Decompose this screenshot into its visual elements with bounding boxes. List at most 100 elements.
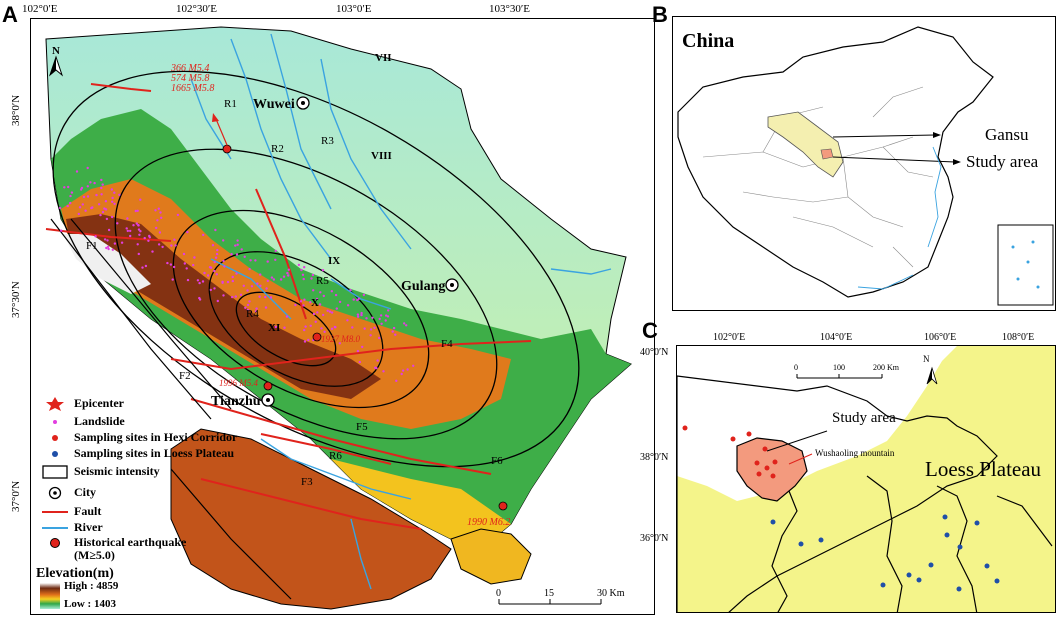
quake-label-1665: 1665 M5.8 [171, 83, 214, 94]
landslide-dot [111, 200, 114, 203]
loess-sites [770, 514, 1000, 592]
landslide-dot [274, 258, 277, 261]
mountain-pointer-c [788, 453, 813, 465]
landslide-dot [334, 293, 338, 297]
landslide-dot [82, 195, 86, 199]
landslide-dot [394, 333, 397, 336]
landslide-dot [378, 317, 381, 321]
landslide-dot [259, 284, 262, 287]
landslide-dot [330, 327, 334, 330]
landslide-dot [357, 297, 361, 300]
fault-label-f5: F5 [356, 421, 368, 433]
landslide-dot [248, 267, 251, 271]
landslide-dot [93, 181, 96, 185]
gansu-pointer-head [933, 132, 941, 138]
landslide-dot [186, 230, 189, 234]
legend-fault: Fault [42, 504, 101, 519]
landslide-dot [196, 279, 200, 282]
peak-zone [66, 214, 381, 399]
landslide-dot [100, 186, 103, 190]
panel-c-study-label: Study area [832, 410, 896, 426]
legend-epicenter: Epicenter [42, 396, 124, 411]
landslide-dot [221, 281, 224, 284]
legend-intensity-label: Seismic intensity [74, 464, 160, 478]
landslide-dot [265, 287, 268, 290]
city-wuwei-label: Wuwei [253, 97, 295, 112]
landslide-dot [330, 311, 334, 314]
landslide-dot [157, 207, 160, 210]
landslide-dot [116, 222, 119, 225]
landslide-dot [382, 370, 385, 373]
landslide-dot [81, 203, 84, 206]
landslide-dot [157, 243, 161, 246]
south-mountains [170, 428, 452, 610]
quake-label-1996: 1996 M5.4 [219, 378, 258, 388]
landslide-dot [99, 213, 102, 217]
legend-epicenter-label: Epicenter [74, 396, 124, 410]
panel-a-left-coord-1: 38°0′N [10, 94, 22, 126]
landslide-dot [303, 328, 306, 332]
landslide-dot [171, 278, 174, 281]
city-tianzhu-symbol [261, 393, 275, 407]
landslide-dot [322, 294, 325, 298]
intensity-ix [172, 209, 430, 409]
intensity-label-viii: VIII [371, 150, 392, 162]
landslide-dot [328, 310, 332, 313]
scale-a-tick-1: 15 [544, 588, 554, 599]
panel-b-title: China [682, 30, 735, 52]
panel-a-left-coord-3: 37°0′N [10, 480, 22, 512]
landslide-dot [213, 287, 216, 290]
landslide-dot [338, 342, 341, 345]
landslide-dot [315, 297, 319, 301]
landslide-dot [154, 209, 157, 212]
landslide-dot [279, 278, 283, 281]
hist-arrow-head [212, 113, 219, 122]
legend-city-label: City [74, 485, 96, 499]
fault-zone-lines [50, 218, 292, 600]
north-label-a: N [52, 45, 60, 57]
scale-c-tick-0: 0 [794, 363, 798, 372]
landslide-dot [346, 319, 349, 322]
landslide-dot [412, 364, 415, 367]
landslide-dot [126, 229, 129, 233]
landslide-dot [287, 274, 290, 277]
landslide-dot [209, 288, 212, 292]
gansu-province [767, 111, 844, 178]
landslide-dot [67, 185, 70, 189]
landslide-dot [346, 304, 350, 307]
landslide-dot [401, 369, 405, 372]
landslide-dot [84, 209, 87, 212]
landslide-dot [240, 248, 243, 251]
legend-historical-label-1: Historical earthquake [74, 535, 187, 549]
landslide-dot [302, 277, 305, 281]
landslide-dot [104, 200, 108, 203]
study-pointer-c [766, 430, 828, 452]
panel-a-map-frame: Wuwei Gulang Tianzhu R1 R2 R3 R4 R5 R6 F… [30, 18, 655, 615]
landslide-dot [94, 235, 97, 238]
legend-hexi: Sampling sites in Hexi Corridor [42, 430, 237, 445]
landslide-dot [269, 296, 273, 299]
landslide-dot [236, 243, 239, 246]
landslide-dot [316, 311, 319, 314]
landslide-dot [169, 263, 173, 266]
landslide-dot [214, 256, 218, 259]
landslide-dot [299, 300, 303, 303]
landslide-dot [356, 349, 360, 353]
panel-a-map: Wuwei Gulang Tianzhu R1 R2 R3 R4 R5 R6 F… [45, 26, 632, 610]
landslide-dot [254, 259, 257, 262]
landslide-dot [400, 372, 403, 376]
study-pointer-head [953, 159, 961, 165]
landslide-dot [321, 269, 325, 272]
landslide-dot [314, 320, 317, 323]
china-province-lines [702, 86, 934, 268]
landslide-dot [274, 249, 277, 253]
panel-c-top-coord-2: 104°0′E [820, 332, 853, 343]
river-label-r5: R5 [316, 275, 329, 287]
legend-river-label: River [74, 520, 103, 534]
landslide-dot [356, 298, 359, 302]
landslide-dot [103, 238, 107, 241]
landslide-dot [100, 178, 103, 182]
landslide-dot [222, 294, 225, 297]
landslide-dot [158, 231, 162, 234]
landslide-dot [255, 307, 258, 310]
